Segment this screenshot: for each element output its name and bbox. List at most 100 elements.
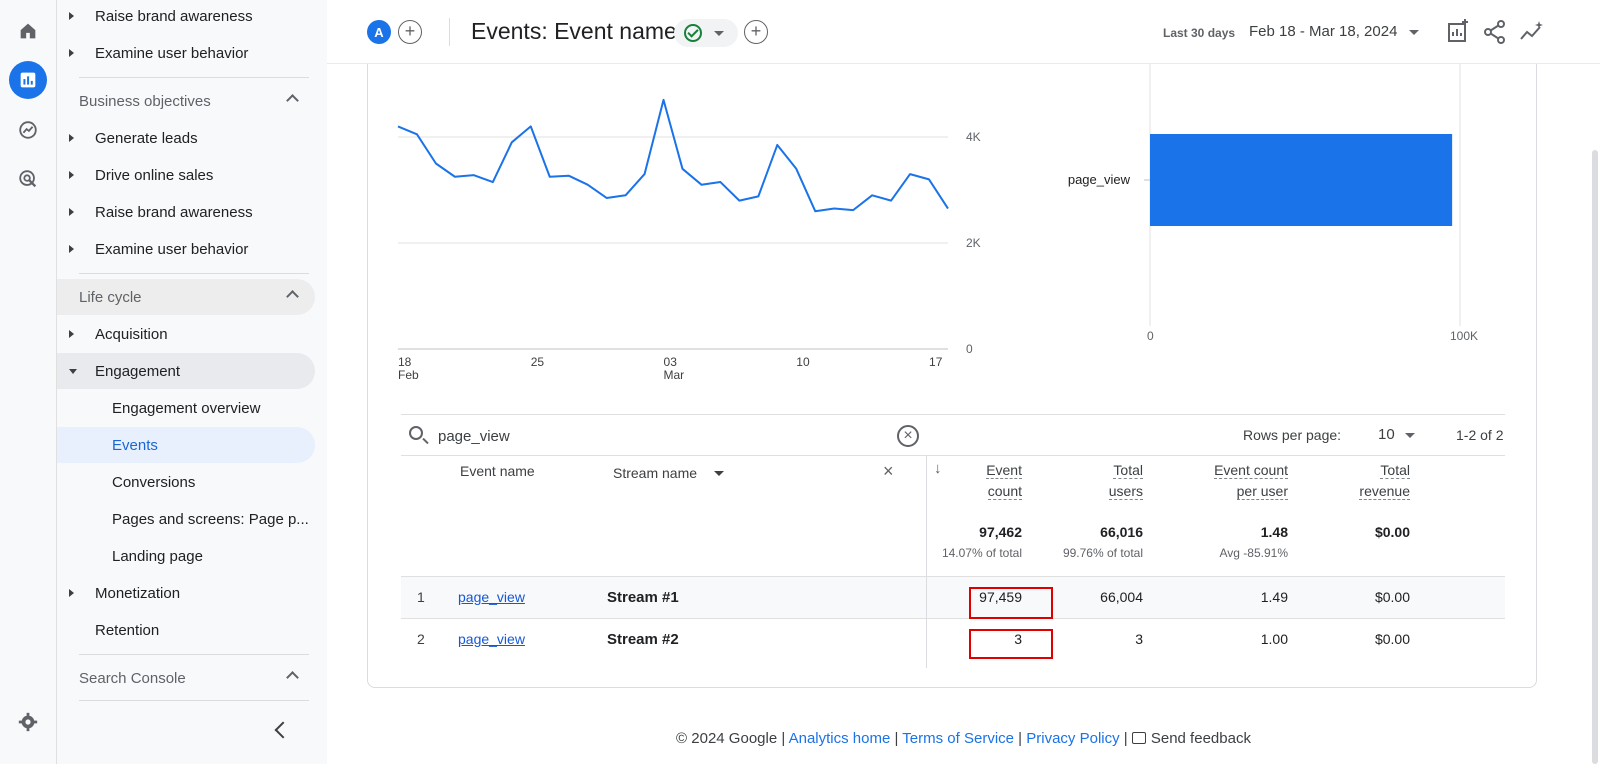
collapse-triangle-icon: [69, 369, 77, 374]
header-stream-name[interactable]: Stream name: [613, 465, 698, 481]
caret-down-icon: [714, 31, 724, 36]
nav-monetization[interactable]: Monetization: [57, 575, 315, 611]
nav-engagement-overview[interactable]: Engagement overview: [112, 399, 261, 417]
x-tick-label: 25: [531, 355, 545, 369]
row-total-users: 3: [1135, 631, 1143, 647]
chevron-up-icon: [286, 671, 299, 684]
nav-events[interactable]: Events: [57, 427, 315, 463]
row-index: 2: [417, 631, 425, 647]
total-users-percent: 99.76% of total: [1062, 546, 1143, 560]
sort-arrow-down-icon[interactable]: ↓: [934, 460, 942, 477]
row-event-name-link[interactable]: page_view: [458, 631, 525, 647]
expand-triangle-icon: [69, 171, 74, 179]
x-tick-label: 18: [398, 355, 412, 369]
bar-category-label: page_view: [1068, 172, 1131, 187]
event-count-series-line[interactable]: [397, 98, 949, 213]
row-event-count: 3: [1014, 631, 1022, 647]
nav-divider: [79, 700, 309, 701]
footer-copyright: © 2024 Google |: [676, 730, 786, 747]
stream-dropdown-caret-icon[interactable]: [714, 471, 724, 476]
rows-per-page-label: Rows per page:: [1243, 427, 1342, 443]
nav-acquisition[interactable]: Acquisition: [57, 316, 315, 352]
nav-examine-user-behavior[interactable]: Examine user behavior: [57, 231, 315, 267]
header-event-name[interactable]: Event name: [460, 463, 535, 479]
date-range-prefix: Last 30 days: [1163, 26, 1236, 40]
row-event-count-per-user: 1.00: [1260, 631, 1288, 647]
bar-page_view[interactable]: [1150, 134, 1453, 226]
comparison-avatar[interactable]: A: [367, 20, 391, 44]
report-status-dropdown[interactable]: [674, 19, 738, 47]
highlight-box-event-count-row-1: [969, 587, 1053, 619]
add-comparison-plus-icon[interactable]: +: [398, 20, 422, 44]
rows-caret-down-icon[interactable]: [1405, 433, 1415, 438]
advertising-icon[interactable]: [9, 160, 47, 198]
search-icon: [409, 426, 423, 440]
x-tick-label: 10: [796, 355, 810, 369]
row-total-revenue: $0.00: [1374, 631, 1410, 647]
send-feedback-button[interactable]: Send feedback: [1131, 730, 1251, 747]
nav-examine-user-behavior-top[interactable]: Examine user behavior: [57, 35, 315, 71]
footer-terms-link[interactable]: Terms of Service: [902, 730, 1014, 747]
nav-section-life-cycle[interactable]: Life cycle: [57, 279, 315, 315]
search-input[interactable]: [438, 423, 838, 449]
page-footer: © 2024 Google | Analytics home | Terms o…: [327, 730, 1600, 747]
date-caret-down-icon[interactable]: [1409, 30, 1419, 35]
rows-per-page-select[interactable]: 10: [1378, 426, 1395, 443]
remove-dimension-close-icon[interactable]: ×: [883, 461, 894, 481]
bar-x-tick-label: 100K: [1450, 329, 1478, 343]
chevron-up-icon: [286, 94, 299, 107]
header-event-count-per-user[interactable]: Event count per user: [1214, 462, 1288, 500]
nav-raise-brand-awareness-top[interactable]: Raise brand awareness: [57, 0, 315, 34]
add-filter-plus-icon[interactable]: +: [744, 20, 768, 44]
home-icon[interactable]: [9, 12, 47, 50]
header-total-users[interactable]: Total users: [1108, 462, 1143, 500]
nav-conversions[interactable]: Conversions: [112, 473, 196, 491]
explore-icon[interactable]: [9, 111, 47, 149]
nav-generate-leads[interactable]: Generate leads: [57, 120, 315, 156]
total-event-count-per-user: 1.48: [1260, 524, 1288, 540]
y-tick-label: 4K: [966, 130, 981, 144]
footer-analytics-home-link[interactable]: Analytics home: [788, 730, 891, 747]
nav-retention[interactable]: Retention: [95, 621, 160, 639]
page-scrollbar[interactable]: [1592, 150, 1598, 764]
reports-icon[interactable]: [9, 61, 47, 99]
date-range-picker[interactable]: Feb 18 - Mar 18, 2024: [1249, 23, 1398, 40]
nav-raise-brand-awareness[interactable]: Raise brand awareness: [57, 194, 315, 230]
report-navigation: Raise brand awareness Examine user behav…: [57, 0, 327, 764]
row-total-users: 66,004: [1100, 589, 1143, 605]
share-icon[interactable]: [1481, 18, 1509, 46]
header-total-revenue[interactable]: Total revenue: [1359, 462, 1410, 500]
total-event-count-percent: 14.07% of total: [941, 546, 1022, 560]
y-tick-label: 2K: [966, 236, 981, 250]
expand-triangle-icon: [69, 330, 74, 338]
nav-section-search-console[interactable]: Search Console: [57, 660, 315, 696]
table-search-bar: × Rows per page: 10 1-2 of 2: [401, 414, 1505, 456]
row-event-name-link[interactable]: page_view: [458, 589, 525, 605]
footer-privacy-link[interactable]: Privacy Policy: [1026, 730, 1120, 747]
table-row: 2 page_view Stream #2 3 3 1.00 $0.00: [401, 618, 1505, 660]
header-event-count[interactable]: Event count: [986, 462, 1022, 500]
customize-report-icon[interactable]: [1444, 18, 1472, 46]
nav-pages-and-screens[interactable]: Pages and screens: Page p...: [112, 510, 309, 528]
x-tick-sublabel: Feb: [398, 368, 419, 382]
highlight-box-event-count-row-2: [969, 629, 1053, 659]
nav-landing-page[interactable]: Landing page: [112, 547, 203, 565]
clear-search-icon[interactable]: ×: [897, 425, 919, 447]
nav-drive-online-sales[interactable]: Drive online sales: [57, 157, 315, 193]
nav-engagement[interactable]: Engagement: [57, 353, 315, 389]
pagination-status: 1-2 of 2: [1456, 427, 1504, 443]
table-column-divider: [926, 456, 927, 668]
app-rail: [0, 0, 57, 764]
report-header: A + Events: Event name + Last 30 days Fe…: [327, 0, 1600, 64]
settings-gear-icon[interactable]: [9, 703, 47, 741]
expand-triangle-icon: [69, 134, 74, 142]
footer-separator: |: [1018, 730, 1023, 747]
footer-separator: |: [1123, 730, 1128, 747]
bar-chart: 0 100K page_view: [1068, 64, 1478, 343]
expand-triangle-icon: [69, 12, 74, 20]
check-circle-icon: [684, 24, 702, 42]
insights-icon[interactable]: [1518, 18, 1546, 46]
nav-section-business-objectives[interactable]: Business objectives: [57, 83, 315, 119]
feedback-icon: [1131, 732, 1146, 744]
